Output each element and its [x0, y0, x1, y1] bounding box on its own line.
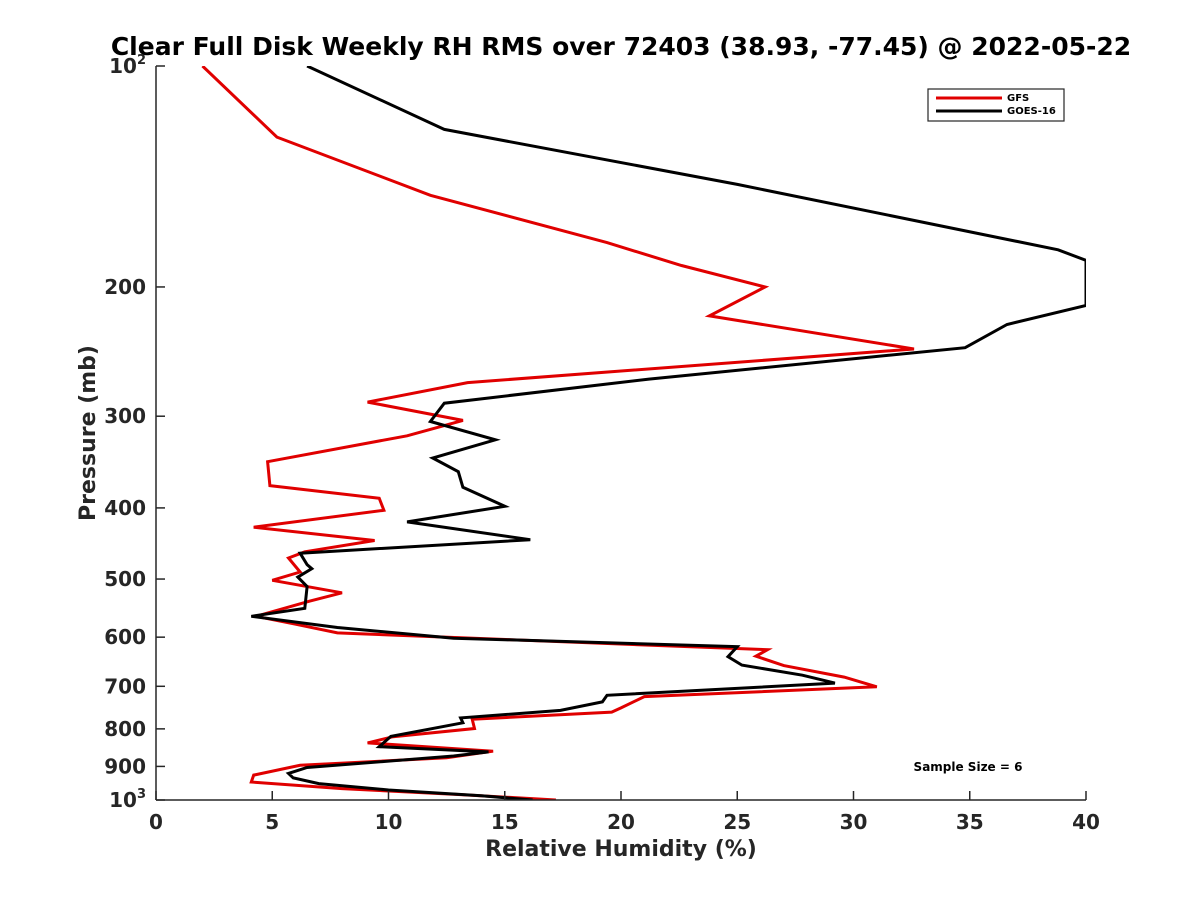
y-tick-label: 103 [109, 787, 146, 812]
y-tick-label: 400 [104, 496, 146, 520]
series-line-goes16 [251, 66, 1086, 800]
legend-box [927, 88, 1065, 122]
y-tick-label: 102 [109, 53, 146, 78]
x-tick-label: 40 [1072, 810, 1100, 834]
x-tick-label: 25 [723, 810, 751, 834]
y-tick-label: 600 [104, 625, 146, 649]
y-tick-label: 200 [104, 275, 146, 299]
chart-title: Clear Full Disk Weekly RH RMS over 72403… [111, 32, 1131, 61]
x-tick-label: 10 [375, 810, 403, 834]
legend: GFS GOES-16 [927, 88, 1065, 122]
plot-area: 0 5 10 15 20 25 30 35 40 102 200 300 400 500 600 700 800… [104, 53, 1100, 834]
y-tick-label: 700 [104, 674, 146, 698]
x-tick-label: 20 [607, 810, 635, 834]
y-tick-label: 300 [104, 404, 146, 428]
x-axis-label: Relative Humidity (%) [485, 837, 757, 862]
y-tick-label: 500 [104, 567, 146, 591]
sample-size-annotation: Sample Size = 6 [914, 760, 1023, 774]
x-tick-label: 15 [491, 810, 519, 834]
series-line-gfs [201, 66, 915, 800]
x-tick-label: 30 [840, 810, 868, 834]
y-axis-label: Pressure (mb) [76, 345, 101, 521]
legend-label-gfs: GFS [1007, 93, 1029, 104]
x-tick-label: 0 [149, 810, 163, 834]
y-tick-label: 900 [104, 754, 146, 778]
y-tick-label: 800 [104, 717, 146, 741]
legend-label-goes16: GOES-16 [1007, 106, 1056, 117]
x-tick-label: 35 [956, 810, 984, 834]
x-tick-label: 5 [265, 810, 279, 834]
